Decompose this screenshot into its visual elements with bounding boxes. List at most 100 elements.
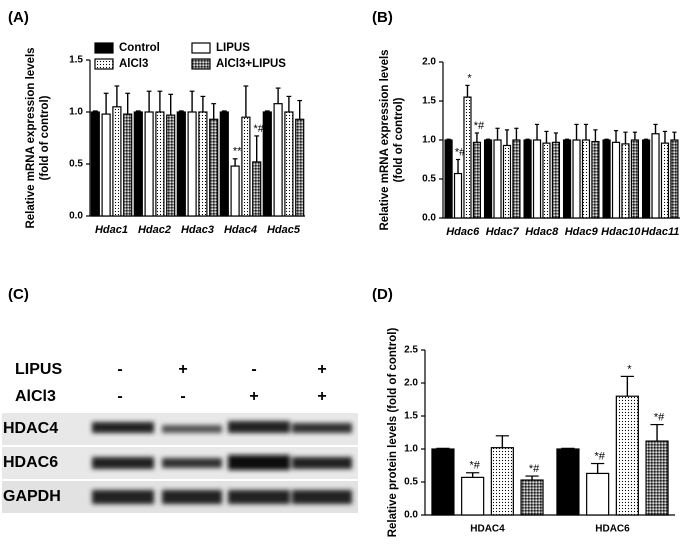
bar [90,111,100,217]
treatment-sign: - [117,361,122,378]
bar [611,141,621,219]
bar [155,111,165,217]
legend-label: AlCl3 [119,58,148,70]
bar [273,103,283,217]
treatment-label: AlCl3 [15,388,56,405]
bar [493,139,502,219]
bar [572,139,581,219]
bar [586,472,610,516]
panel-label: (D) [372,286,393,303]
band-label: HDAC4 [3,420,58,437]
bar [581,139,591,219]
significance-label: * [627,363,632,375]
bar [621,143,630,219]
treatment-sign: + [178,361,187,378]
bar [512,139,521,219]
y-axis-label: (fold of control) [393,97,405,182]
bar [630,139,640,219]
bar [187,111,197,217]
y-tick-label: 2.0 [422,57,436,68]
panel-label: (A) [8,9,29,26]
treatment-sign: - [180,388,185,405]
legend-swatch [191,58,211,70]
y-axis-label: Relative protein levels (fold of control… [387,328,399,538]
bar [241,116,251,217]
bar [198,111,208,217]
bar [483,139,493,219]
y-tick-label: 1.5 [404,411,418,422]
bar [660,142,670,219]
y-axis-label: (fold of control) [39,95,51,180]
bar [461,476,485,516]
bar [602,139,611,219]
significance-label: *# [455,146,466,158]
bar [295,118,305,217]
bar [562,139,572,219]
y-tick-label: 0.0 [422,213,436,224]
band-label: GAPDH [3,488,61,505]
x-tick-label: Hdac5 [267,224,301,236]
bar [651,133,660,219]
bar [144,111,154,217]
bar [431,448,455,516]
panel-label: (C) [8,286,29,303]
bar [444,139,453,219]
legend-swatch [94,58,114,70]
legend-label: LIPUS [216,42,250,54]
bar [284,111,294,217]
y-tick-label: 2.5 [404,345,418,356]
x-tick-label: Hdac8 [525,226,559,238]
y-tick-label: 1.0 [422,135,436,146]
legend-label: AlCl3+LIPUS [216,58,286,70]
bar [219,111,229,217]
bar [176,111,186,217]
bar [502,144,512,219]
y-tick-label: 2.0 [404,378,418,389]
x-tick-label: Hdac11 [641,226,679,238]
y-tick-label: 0.5 [404,477,418,488]
x-tick-label: HDAC4 [470,524,505,535]
bar [641,139,651,219]
x-tick-label: Hdac2 [138,224,171,236]
bar [101,113,111,217]
treatment-sign: + [249,388,258,405]
treatment-sign: + [317,361,326,378]
significance-label: *# [594,450,605,462]
bar [591,140,600,219]
bar [472,141,482,219]
x-tick-label: Hdac4 [224,224,257,236]
bar [670,139,679,219]
bar [230,165,240,217]
bar [123,113,133,217]
significance-label: *# [469,460,480,472]
bar [520,479,544,516]
significance-label: *# [253,123,264,135]
y-tick-label: 0.5 [422,174,436,185]
significance-label: *# [654,411,665,423]
significance-label: ** [233,146,242,158]
bar [166,114,176,217]
bar [209,118,219,217]
x-tick-label: HDAC6 [595,524,630,535]
y-tick-label: 0.0 [69,211,83,222]
y-tick-label: 1.0 [404,444,418,455]
y-tick-label: 0.5 [69,159,83,170]
x-tick-label: Hdac9 [565,226,599,238]
y-tick-label: 1.0 [69,107,83,118]
bar [112,106,122,217]
y-axis-label: Relative mRNA expression levels [25,47,37,228]
x-tick-label: Hdac10 [601,226,641,238]
x-tick-label: Hdac1 [95,224,128,236]
bar [523,139,532,219]
y-axis-label: Relative mRNA expression levels [379,49,391,230]
panel-label: (B) [372,9,393,26]
bar [133,111,143,217]
y-tick-label: 1.5 [69,55,83,66]
bar [645,440,669,516]
bar [463,96,472,219]
bar [551,141,561,219]
blot-image [2,413,358,513]
legend-swatch [191,42,211,54]
bar [453,172,463,219]
treatment-sign: + [317,388,326,405]
